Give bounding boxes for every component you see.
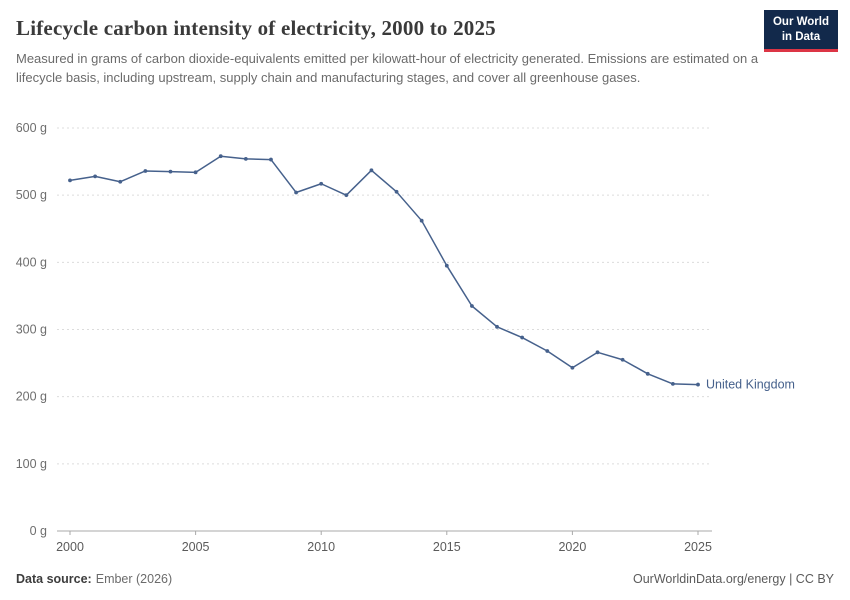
data-point[interactable]	[670, 382, 675, 386]
credit-link[interactable]: OurWorldinData.org/energy | CC BY	[632, 572, 834, 586]
owid-logo-line2: in Data	[781, 30, 821, 43]
data-point[interactable]	[193, 170, 198, 175]
data-point[interactable]	[168, 169, 173, 174]
page-title: Lifecycle carbon intensity of electricit…	[16, 16, 496, 40]
y-axis-tick-label: 600 g	[16, 121, 47, 135]
data-point[interactable]	[394, 189, 399, 194]
data-source-value: Ember (2026)	[95, 572, 173, 586]
data-point[interactable]	[620, 357, 625, 362]
data-point[interactable]	[243, 156, 248, 161]
data-point[interactable]	[444, 263, 449, 268]
line-series-united-kingdom	[69, 155, 699, 386]
series-label[interactable]: United Kingdom	[706, 378, 795, 392]
chart-subtitle: Measured in grams of carbon dioxide-equi…	[16, 51, 759, 85]
data-point[interactable]	[218, 154, 223, 159]
data-point[interactable]	[419, 218, 424, 223]
y-axis-tick-label: 400 g	[16, 255, 47, 269]
x-axis-tick-label: 2025	[684, 540, 712, 554]
x-axis-tick-label: 2015	[433, 540, 461, 554]
data-point[interactable]	[93, 174, 98, 179]
data-point[interactable]	[645, 371, 650, 376]
data-point[interactable]	[520, 335, 525, 340]
line-chart[interactable]: 0 g 100 g 200 g 300 g 400 g 500 g 600 g 2000 200…	[0, 110, 850, 570]
y-axis-tick-label: 300 g	[16, 323, 47, 337]
y-axis-tick-label: 200 g	[16, 390, 47, 404]
y-axis-tick-label: 100 g	[16, 457, 47, 471]
data-point[interactable]	[595, 350, 600, 355]
data-point[interactable]	[269, 157, 273, 162]
owid-logo[interactable]: Our World in Data	[763, 10, 838, 52]
x-axis-tick-label: 2005	[182, 540, 210, 554]
data-point[interactable]	[570, 365, 575, 370]
chart-header: Lifecycle carbon intensity of electricit…	[16, 16, 766, 88]
owid-logo-line1: Our World	[772, 16, 829, 28]
y-axis-tick-label: 500 g	[16, 188, 47, 202]
data-point[interactable]	[369, 168, 374, 173]
data-point[interactable]	[696, 382, 700, 387]
data-point[interactable]	[545, 349, 550, 353]
chart-footer: Data source: Ember (2026) OurWorldinData.…	[16, 572, 834, 586]
data-point[interactable]	[294, 190, 298, 195]
data-point[interactable]	[68, 178, 72, 183]
data-point[interactable]	[118, 179, 123, 184]
data-point[interactable]	[143, 169, 148, 173]
data-source-label: Data source:	[16, 572, 92, 586]
x-axis-tick-label: 2010	[307, 540, 335, 554]
data-point[interactable]	[470, 304, 474, 308]
x-axis-tick-label: 2000	[56, 540, 84, 554]
data-point[interactable]	[319, 181, 324, 186]
data-point[interactable]	[344, 193, 349, 198]
data-point[interactable]	[495, 324, 499, 329]
x-axis-tick-label: 2020	[558, 540, 586, 554]
y-axis-tick-label: 0 g	[30, 524, 47, 538]
data-source: Data source: Ember (2026)	[16, 572, 172, 586]
